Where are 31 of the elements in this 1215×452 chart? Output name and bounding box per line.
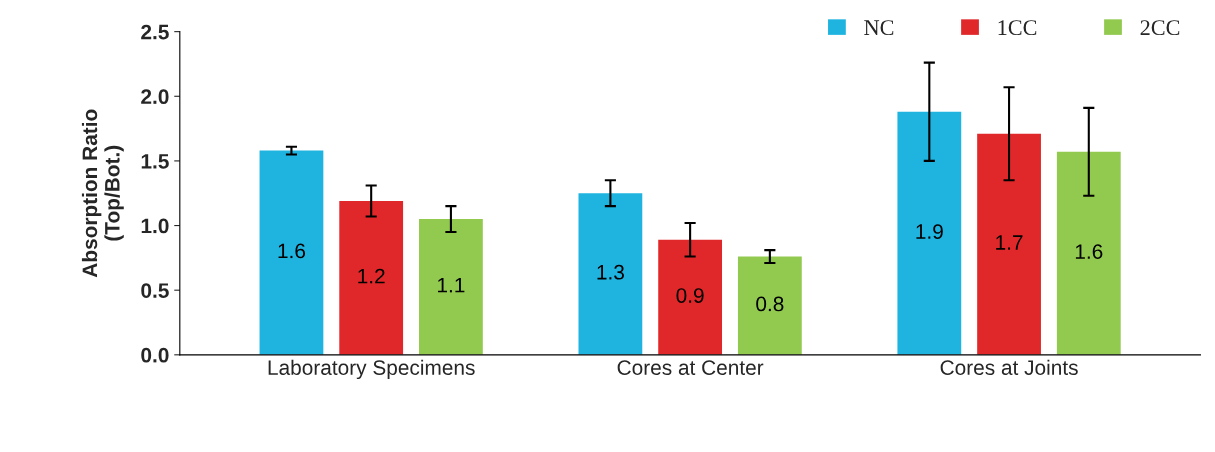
bar <box>578 193 643 355</box>
data-label: 1.7 <box>996 235 1023 250</box>
x-tick-label: Laboratory Specimens <box>268 359 475 380</box>
bar <box>897 111 962 355</box>
bar <box>977 133 1041 355</box>
y-tick-label: 1.5 <box>141 154 169 169</box>
legend-label: 2CC <box>1140 20 1180 36</box>
bar <box>259 150 324 355</box>
data-label: 1.1 <box>438 278 465 293</box>
data-label: 1.6 <box>1075 244 1103 259</box>
legend-label: 1CC <box>998 20 1037 36</box>
data-label: 0.8 <box>756 296 784 312</box>
data-label: 0.9 <box>676 288 704 303</box>
y-tick-label: 1.0 <box>141 218 169 234</box>
x-tick-label: Cores at Center <box>617 360 764 375</box>
bar <box>339 200 404 355</box>
data-label: 1.2 <box>358 268 385 284</box>
y-tick-label: 0.5 <box>141 283 169 298</box>
y-axis-title: Absorption Ratio (Top/Bot.) <box>81 109 124 278</box>
data-label: 1.3 <box>597 264 624 280</box>
bar <box>419 219 483 355</box>
y-tick-label: 0.0 <box>141 347 169 363</box>
legend-label: NC <box>864 20 894 36</box>
bar <box>1056 151 1121 355</box>
y-tick-label: 2.0 <box>141 89 169 105</box>
y-tick-label: 2.5 <box>141 24 169 40</box>
x-tick-label: Cores at Joints <box>940 359 1078 375</box>
bar <box>737 256 802 355</box>
bar <box>658 239 723 355</box>
data-label: 1.6 <box>278 243 306 259</box>
data-label: 1.9 <box>916 224 943 239</box>
